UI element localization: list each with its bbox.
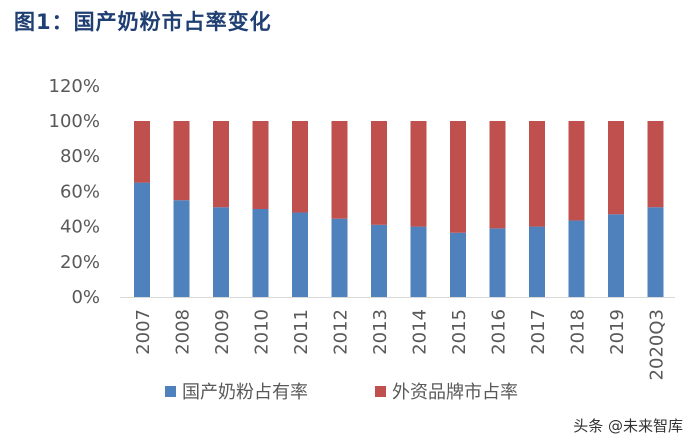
bar-domestic-2017 [529, 226, 545, 297]
bar-domestic-2010 [252, 209, 269, 297]
legend-swatch [165, 386, 176, 397]
bar-foreign-2016 [489, 121, 506, 229]
x-tick-label: 2015 [449, 309, 470, 355]
x-tick-label: 2013 [370, 309, 391, 355]
bar-foreign-2007 [134, 121, 150, 183]
bar-foreign-2014 [410, 121, 427, 227]
bar-domestic-2015 [450, 232, 466, 297]
bar-domestic-2011 [292, 212, 308, 297]
bar-domestic-2012 [331, 218, 348, 297]
x-tick-label: 2014 [410, 309, 431, 355]
x-tick-label: 2009 [212, 309, 233, 355]
y-tick-label: 0% [71, 287, 100, 308]
bar-domestic-2013 [371, 224, 387, 297]
bar-domestic-2008 [173, 200, 190, 297]
figure-title: 图1：国产奶粉市占率变化 [14, 10, 272, 34]
y-tick-label: 80% [60, 146, 100, 167]
bar-foreign-2012 [331, 121, 348, 219]
x-tick-label: 2020Q3 [647, 309, 668, 380]
bar-domestic-2016 [489, 228, 506, 297]
bar-foreign-2015 [450, 121, 466, 233]
x-tick-label: 2016 [489, 309, 510, 355]
x-tick-label: 2010 [252, 309, 273, 355]
bar-foreign-2020Q3 [647, 121, 664, 208]
legend-label: 国产奶粉占有率 [182, 382, 308, 403]
bar-foreign-2018 [568, 121, 585, 221]
bar-foreign-2011 [292, 121, 308, 213]
legend-swatch [375, 386, 386, 397]
bar-foreign-2009 [213, 121, 229, 208]
y-tick-label: 60% [60, 181, 100, 202]
bar-domestic-2018 [568, 220, 585, 297]
bar-foreign-2008 [173, 121, 190, 201]
y-tick-label: 40% [60, 217, 100, 238]
watermark: 头条 @未来智库 [573, 417, 683, 435]
bar-domestic-2019 [608, 214, 624, 297]
y-tick-label: 20% [60, 252, 100, 273]
x-tick-label: 2007 [133, 309, 154, 355]
bar-foreign-2019 [608, 121, 624, 215]
x-tick-label: 2018 [568, 309, 589, 355]
bar-domestic-2020Q3 [647, 207, 664, 297]
bar-domestic-2009 [213, 207, 229, 297]
x-tick-label: 2011 [291, 309, 312, 355]
y-tick-label: 120% [49, 76, 100, 97]
x-tick-label: 2019 [607, 309, 628, 355]
bar-foreign-2010 [252, 121, 269, 209]
bar-foreign-2013 [371, 121, 387, 225]
bar-domestic-2014 [410, 226, 427, 297]
bar-domestic-2007 [134, 182, 150, 297]
bar-foreign-2017 [529, 121, 545, 227]
x-tick-label: 2017 [528, 309, 549, 355]
y-tick-label: 100% [49, 111, 100, 132]
x-tick-label: 2012 [331, 309, 352, 355]
x-tick-label: 2008 [173, 309, 194, 355]
legend-label: 外资品牌市占率 [392, 382, 518, 403]
